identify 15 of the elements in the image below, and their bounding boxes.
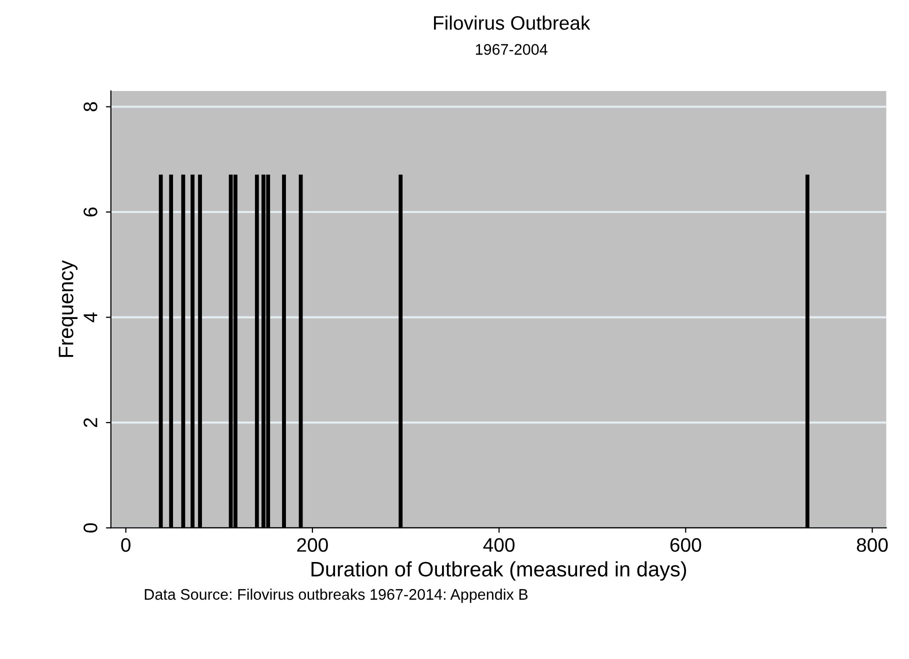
source-note: Data Source: Filovirus outbreaks 1967-2014: Appendix B [144, 588, 528, 603]
y-tick-label: 0 [84, 523, 98, 533]
x-tick-label: 200 [297, 538, 328, 552]
y-axis-title: Frequency [58, 260, 78, 357]
x-tick-label: 800 [856, 538, 888, 552]
chart-subtitle: 1967-2004 [476, 44, 548, 55]
x-tick-label: 0 [121, 538, 130, 552]
chart-title: Filovirus Outbreak [434, 16, 590, 30]
x-tick-label: 400 [483, 538, 515, 552]
x-tick-label: 600 [670, 538, 702, 552]
y-tick-label: 4 [84, 312, 98, 322]
y-tick-label: 2 [84, 418, 98, 428]
y-tick-label: 6 [84, 207, 98, 216]
x-axis-title: Duration of Outbreak (measured in days) [312, 561, 686, 581]
y-tick-label: 8 [84, 102, 98, 112]
